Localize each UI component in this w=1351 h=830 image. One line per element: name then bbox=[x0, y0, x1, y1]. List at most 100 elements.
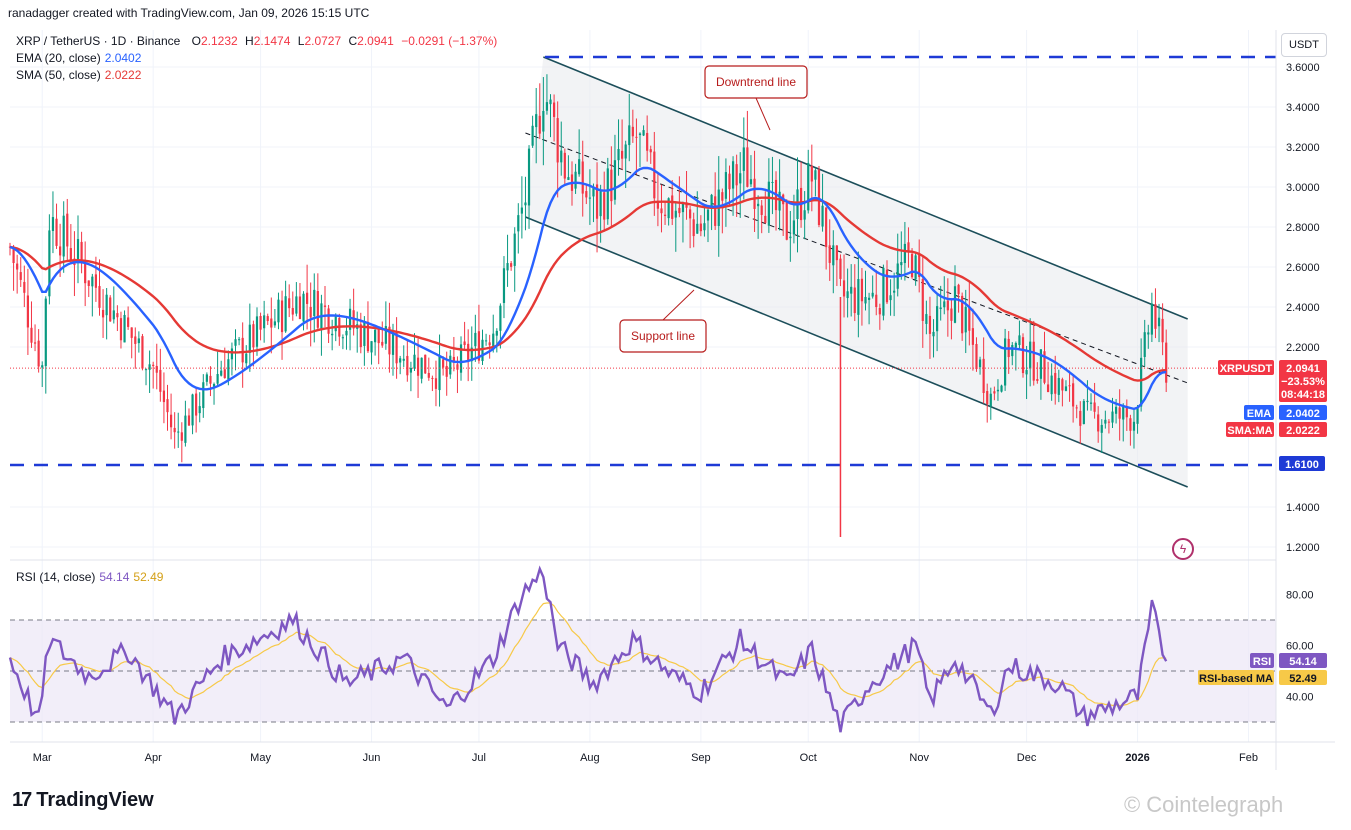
candle-body bbox=[1064, 386, 1068, 391]
candle-body bbox=[1050, 375, 1053, 395]
candle-body bbox=[41, 365, 44, 368]
sma-legend-label: SMA (50, close) bbox=[16, 68, 101, 82]
time-tick-label: May bbox=[250, 752, 271, 764]
candle-body bbox=[681, 203, 685, 213]
watermark-text: Cointelegraph bbox=[1146, 792, 1284, 817]
ema-legend[interactable]: EMA (20, close) 2.0402 bbox=[16, 50, 141, 67]
candle-body bbox=[474, 332, 477, 347]
candle-body bbox=[599, 191, 602, 217]
candle-body bbox=[101, 309, 105, 318]
candle-body bbox=[66, 213, 69, 247]
candle-body bbox=[714, 196, 717, 226]
currency-button[interactable]: USDT bbox=[1281, 33, 1327, 57]
low-value: 2.0727 bbox=[304, 34, 342, 48]
candle-body bbox=[585, 191, 588, 198]
candle-body bbox=[932, 331, 935, 337]
candle-body bbox=[313, 289, 316, 316]
candle-body bbox=[903, 243, 906, 264]
candle-body bbox=[452, 356, 455, 363]
candle-body bbox=[44, 298, 47, 367]
symbol-badge-text: XRPUSDT bbox=[1220, 363, 1273, 375]
candle-body bbox=[1021, 337, 1025, 374]
candle-body bbox=[84, 262, 87, 284]
open-value: 2.1232 bbox=[200, 34, 238, 48]
candle-body bbox=[134, 336, 137, 344]
candle-body bbox=[760, 205, 763, 215]
candle-body bbox=[524, 202, 527, 206]
candle-body bbox=[592, 186, 595, 197]
candle-body bbox=[839, 258, 842, 279]
candle-body bbox=[91, 276, 94, 287]
rsi-legend[interactable]: RSI (14, close) 54.14 52.49 bbox=[16, 569, 163, 586]
candle-body bbox=[552, 102, 556, 117]
candle-body bbox=[366, 321, 370, 352]
time-tick-label: Apr bbox=[145, 752, 162, 764]
candle-body bbox=[341, 337, 344, 339]
candle-body bbox=[180, 432, 183, 441]
candle-body bbox=[87, 280, 90, 286]
candle-body bbox=[889, 295, 892, 301]
candle-body bbox=[961, 295, 964, 334]
candle-body bbox=[280, 300, 284, 333]
candle-body bbox=[656, 201, 659, 209]
candle-body bbox=[1118, 407, 1121, 419]
candle-body bbox=[449, 355, 452, 375]
author-line: ranadagger created with TradingView.com,… bbox=[8, 6, 370, 20]
level-badge-text: 1.6100 bbox=[1285, 459, 1319, 471]
candle-body bbox=[817, 169, 821, 225]
rsi-line bbox=[8, 565, 1168, 733]
candle-body bbox=[187, 415, 191, 426]
candle-body bbox=[467, 343, 470, 360]
candle-body bbox=[123, 314, 126, 343]
time-tick-label: Aug bbox=[580, 752, 600, 764]
tv-logo-icon: 17 bbox=[12, 789, 32, 811]
candle-body bbox=[259, 316, 262, 330]
candle-body bbox=[459, 344, 463, 373]
candle-body bbox=[477, 331, 481, 361]
candle-body bbox=[1011, 345, 1014, 357]
candle-body bbox=[1161, 318, 1164, 343]
candle-body bbox=[971, 328, 974, 345]
candle-body bbox=[814, 170, 817, 180]
sma-value-badge bbox=[1279, 422, 1327, 437]
candle-body bbox=[689, 209, 692, 219]
candle-body bbox=[710, 194, 713, 210]
rsi-legend-value: 54.14 bbox=[99, 570, 130, 584]
candle-body bbox=[442, 359, 445, 368]
candle-body bbox=[1150, 303, 1153, 335]
candle-body bbox=[1086, 400, 1089, 403]
last-price-badge-text: −23.53% bbox=[1281, 376, 1325, 388]
candle-body bbox=[950, 308, 953, 321]
candle-body bbox=[252, 324, 255, 348]
tradingview-logo[interactable]: 17 TradingView bbox=[12, 789, 154, 812]
close-value: 2.0941 bbox=[357, 34, 394, 48]
candle-body bbox=[359, 324, 362, 348]
candle-body bbox=[234, 339, 237, 346]
candle-body bbox=[1122, 406, 1125, 420]
ema-tag-badge-text: EMA bbox=[1247, 408, 1272, 420]
candle-body bbox=[16, 263, 19, 270]
candle-body bbox=[80, 241, 83, 263]
candle-body bbox=[230, 348, 234, 360]
time-tick-label: Feb bbox=[1239, 752, 1258, 764]
support-callout-text: Support line bbox=[631, 329, 695, 343]
rsi-tick-label: 40.00 bbox=[1286, 692, 1314, 704]
downtrend-line[interactable] bbox=[543, 56, 1188, 320]
candle-body bbox=[789, 236, 792, 239]
candle-body bbox=[803, 210, 806, 220]
candle-body bbox=[248, 324, 251, 353]
symbol-title[interactable]: XRP / TetherUS · 1D · Binance bbox=[16, 34, 181, 48]
sma-legend[interactable]: SMA (50, close) 2.0222 bbox=[16, 67, 141, 84]
candle-body bbox=[864, 296, 867, 304]
lightning-icon[interactable]: ϟ bbox=[1172, 538, 1194, 560]
candle-body bbox=[266, 316, 269, 322]
candle-body bbox=[946, 300, 949, 311]
candle-body bbox=[996, 389, 1000, 392]
candle-body bbox=[764, 215, 767, 223]
support-line[interactable] bbox=[525, 216, 1188, 488]
rsi-ma-legend-value: 52.49 bbox=[133, 570, 164, 584]
candle-body bbox=[12, 247, 15, 264]
candle-body bbox=[105, 294, 108, 316]
candle-body bbox=[141, 336, 144, 369]
